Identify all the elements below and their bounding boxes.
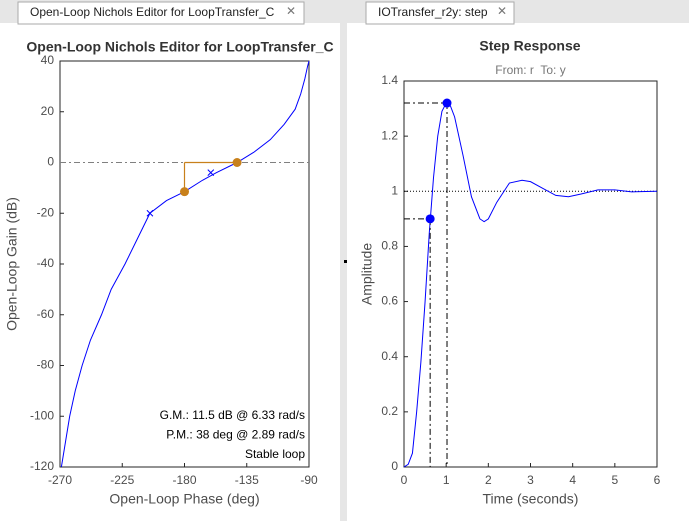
y-tick-label: 0 [47, 155, 54, 169]
x-tick-label: -90 [300, 473, 318, 487]
chart-title: Open-Loop Nichols Editor for LoopTransfe… [26, 39, 333, 55]
x-tick-label: 5 [611, 473, 618, 487]
tab-close[interactable]: ✕ [286, 4, 296, 18]
splitter-handle [344, 260, 347, 263]
characteristic-point [232, 158, 242, 167]
plot-area [59, 60, 310, 468]
tab[interactable] [365, 1, 515, 25]
x-tick-label: -135 [235, 473, 259, 487]
annotation: Stable loop [245, 447, 305, 461]
annotation: P.M.: 38 deg @ 2.89 rad/s [166, 428, 305, 442]
x-tick-label: 4 [569, 473, 576, 487]
y-tick-label: 0.2 [381, 404, 398, 418]
x-axis-label: Time (seconds) [483, 491, 579, 507]
chart-title: Step Response [479, 38, 580, 54]
divider [340, 0, 347, 521]
chart-subtitle: From: r To: y [495, 63, 565, 77]
y-axis-label: Amplitude [359, 243, 375, 305]
response-line [60, 60, 310, 468]
step-panel: Step Response From: r To: y Time (seconds)… [359, 38, 661, 507]
plot-area [403, 80, 658, 468]
tab[interactable] [17, 1, 305, 25]
x-tick-label: 1 [443, 473, 450, 487]
y-tick-label: -100 [30, 408, 54, 422]
x-tick-label: 6 [654, 473, 661, 487]
y-tick-label: 1.2 [381, 128, 398, 142]
y-tick-label: -60 [37, 307, 55, 321]
y-tick-label: 40 [41, 53, 55, 67]
frequency-marker [207, 169, 215, 177]
x-tick-label: -180 [172, 473, 196, 487]
characteristic-point [442, 98, 452, 108]
x-tick-label: 0 [401, 473, 408, 487]
x-tick-label: 3 [527, 473, 534, 487]
y-tick-label: 0 [391, 459, 398, 473]
y-tick-label: 0.8 [381, 239, 398, 253]
x-axis-label: Open-Loop Phase (deg) [109, 491, 259, 507]
y-tick-label: 20 [41, 104, 55, 118]
tab-label: IOTransfer_r2y: step [378, 5, 488, 19]
characteristic-point [425, 214, 435, 224]
x-tick-label: 2 [485, 473, 492, 487]
y-axis-label: Open-Loop Gain (dB) [4, 197, 20, 331]
y-tick-label: 1.4 [381, 73, 398, 87]
annotation: G.M.: 11.5 dB @ 6.33 rad/s [160, 408, 305, 422]
y-tick-label: 1 [391, 183, 398, 197]
y-tick-label: 0.4 [381, 349, 398, 363]
response-line [403, 102, 658, 468]
x-tick-label: -225 [110, 473, 134, 487]
nichols-panel: Open-Loop Nichols Editor for LoopTransfe… [4, 39, 334, 507]
frequency-marker [146, 209, 154, 217]
tab-close[interactable]: ✕ [497, 4, 507, 18]
y-tick-label: 0.6 [381, 294, 398, 308]
characteristic-point [180, 187, 189, 197]
y-tick-label: -120 [30, 459, 54, 473]
tab-label: Open-Loop Nichols Editor for LoopTransfe… [30, 5, 275, 19]
y-tick-label: -20 [37, 205, 55, 219]
x-tick-label: -270 [48, 473, 72, 487]
y-tick-label: -80 [37, 358, 55, 372]
y-tick-label: -40 [37, 256, 55, 270]
